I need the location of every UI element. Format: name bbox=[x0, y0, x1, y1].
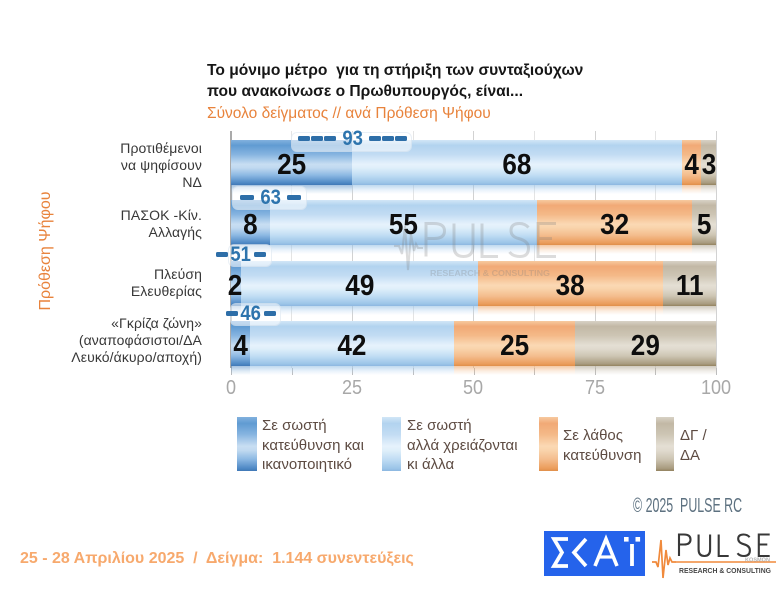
svg-text:RESEARCH & CONSULTING: RESEARCH & CONSULTING bbox=[679, 566, 771, 575]
svg-text:KOSMON: KOSMON bbox=[745, 558, 770, 564]
svg-text:RESEARCH & CONSULTING: RESEARCH & CONSULTING bbox=[430, 269, 550, 278]
